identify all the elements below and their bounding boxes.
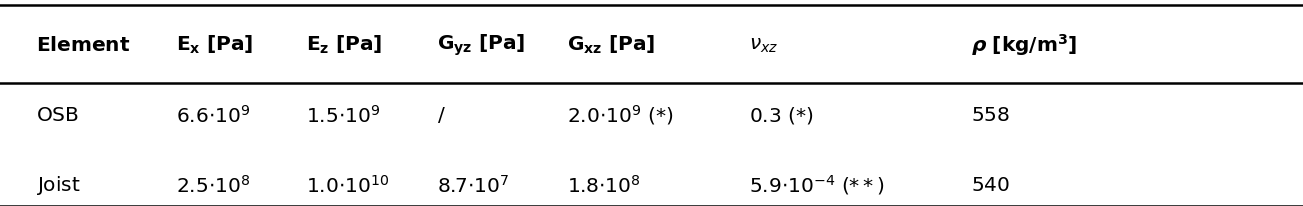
Text: $2.5{\cdot}10^{8}$: $2.5{\cdot}10^{8}$ <box>176 174 250 196</box>
Text: $0.3\ (*)$: $0.3\ (*)$ <box>749 105 814 126</box>
Text: $8.7{\cdot}10^{7}$: $8.7{\cdot}10^{7}$ <box>437 174 509 196</box>
Text: $5.9{\cdot}10^{-4}\ (**)$: $5.9{\cdot}10^{-4}\ (**)$ <box>749 173 885 197</box>
Text: $540$: $540$ <box>971 176 1010 195</box>
Text: $\boldsymbol{\rho}\ \mathbf{[kg/m^3]}$: $\boldsymbol{\rho}\ \mathbf{[kg/m^3]}$ <box>971 32 1078 58</box>
Text: $\mathbf{G_{xz}\ [Pa]}$: $\mathbf{G_{xz}\ [Pa]}$ <box>567 34 655 56</box>
Text: $\mathbf{G_{yz}\ [Pa]}$: $\mathbf{G_{yz}\ [Pa]}$ <box>437 33 525 58</box>
Text: $/$: $/$ <box>437 105 446 125</box>
Text: $\mathbf{Element}$: $\mathbf{Element}$ <box>36 36 130 55</box>
Text: $1.8{\cdot}10^{8}$: $1.8{\cdot}10^{8}$ <box>567 174 641 196</box>
Text: $\boldsymbol{\nu_{xz}}$: $\boldsymbol{\nu_{xz}}$ <box>749 36 778 55</box>
Text: $\mathbf{E_x\ [Pa]}$: $\mathbf{E_x\ [Pa]}$ <box>176 34 253 56</box>
Text: $1.5{\cdot}10^{9}$: $1.5{\cdot}10^{9}$ <box>306 104 380 126</box>
Text: $\mathrm{OSB}$: $\mathrm{OSB}$ <box>36 106 79 125</box>
Text: $6.6{\cdot}10^{9}$: $6.6{\cdot}10^{9}$ <box>176 104 250 126</box>
Text: $\mathrm{Joist}$: $\mathrm{Joist}$ <box>36 174 81 197</box>
Text: $558$: $558$ <box>971 106 1010 125</box>
Text: $1.0{\cdot}10^{10}$: $1.0{\cdot}10^{10}$ <box>306 174 390 196</box>
Text: $\mathbf{E_z\ [Pa]}$: $\mathbf{E_z\ [Pa]}$ <box>306 34 383 56</box>
Text: $2.0{\cdot}10^{9}\ (*)$: $2.0{\cdot}10^{9}\ (*)$ <box>567 103 674 127</box>
